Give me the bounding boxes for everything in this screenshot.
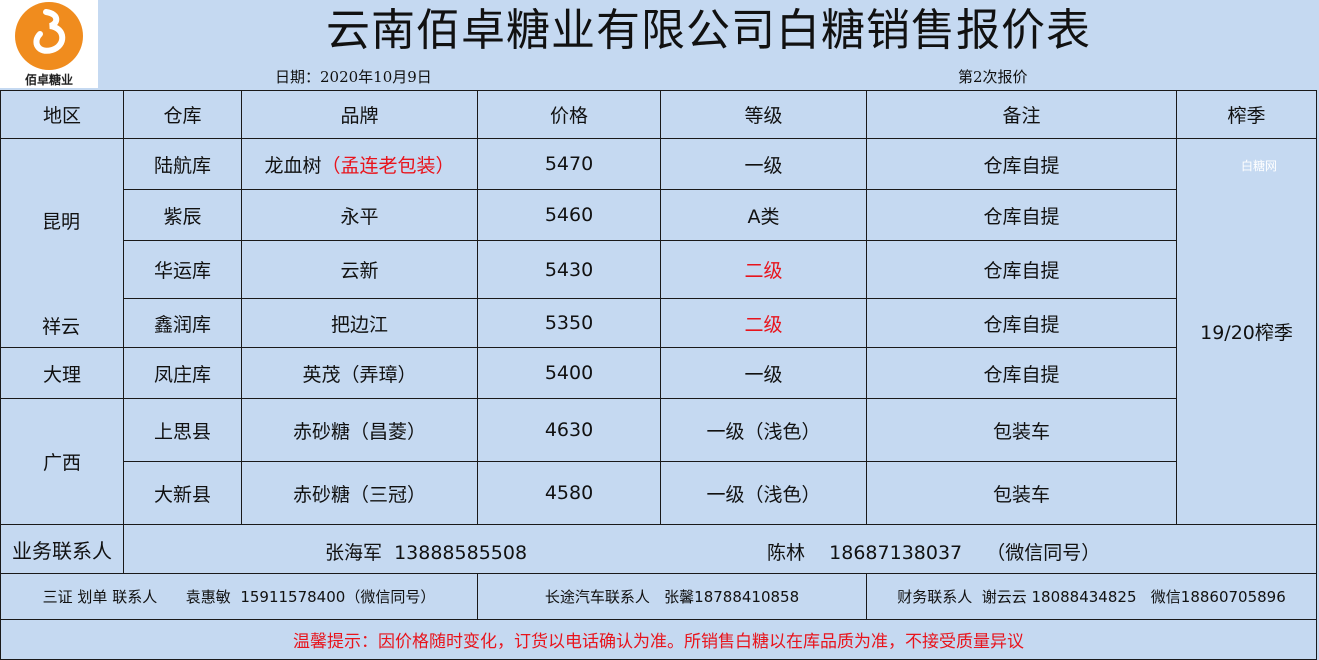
warehouse-cell: 凤庄库 bbox=[123, 347, 242, 399]
remark-cell: 仓库自提 bbox=[866, 189, 1177, 241]
warehouse-cell: 陆航库 bbox=[123, 138, 242, 190]
price-cell: 5430 bbox=[477, 240, 661, 299]
brand-name: 永平 bbox=[340, 205, 379, 228]
brand-cell: 赤砂糖（昌菱） bbox=[241, 398, 478, 462]
brand-cell: 云新 bbox=[241, 240, 478, 299]
finance-contact: 财务联系人 谢云云 18088434825 微信18860705896 bbox=[866, 573, 1317, 620]
header-price: 价格 bbox=[477, 90, 661, 139]
header-remark: 备注 bbox=[866, 90, 1177, 139]
warehouse-cell: 大新县 bbox=[123, 461, 242, 525]
brand-name: 把边江 bbox=[330, 313, 388, 336]
warehouse-cell: 上思县 bbox=[123, 398, 242, 462]
sales-contact-2: 陈林 18687138037 （微信同号） bbox=[767, 542, 1101, 564]
grade-cell: A类 bbox=[660, 189, 867, 241]
remark-cell: 仓库自提 bbox=[866, 298, 1177, 348]
remark-cell: 仓库自提 bbox=[866, 347, 1177, 399]
warehouse-cell: 华运库 bbox=[123, 240, 242, 299]
header-brand: 品牌 bbox=[241, 90, 478, 139]
brand-cell: 龙血树 （孟连老包装） bbox=[241, 138, 478, 190]
grade-cell: 二级 bbox=[660, 298, 867, 348]
grade-cell: 一级 bbox=[660, 347, 867, 399]
quote-date: 日期：2020年10月9日 bbox=[275, 68, 432, 86]
header-grade: 等级 bbox=[660, 90, 867, 139]
warehouse-cell: 紫辰 bbox=[123, 189, 242, 241]
notice: 温馨提示：因价格随时变化，订货以电话确认为准。所销售白糖以在库品质为准，不接受质… bbox=[0, 619, 1317, 660]
brand-name: 赤砂糖（三冠） bbox=[292, 483, 426, 506]
contacts-label: 业务联系人 bbox=[0, 524, 124, 574]
brand-name: 赤砂糖（昌菱） bbox=[292, 420, 426, 443]
price-cell: 5350 bbox=[477, 298, 661, 348]
company-logo: 佰卓糖业 bbox=[0, 0, 98, 88]
logo-icon: 佰卓糖业 bbox=[15, 2, 83, 87]
header-warehouse: 仓库 bbox=[123, 90, 242, 139]
remark-cell: 仓库自提 bbox=[866, 138, 1177, 190]
remark-cell: 包装车 bbox=[866, 398, 1177, 462]
header-season: 榨季 bbox=[1176, 90, 1317, 139]
docs-contact: 三证 划单 联系人 袁惠敏 15911578400（微信同号） bbox=[0, 573, 478, 620]
region-cell-kunming-xiangyun: 昆明 祥云 bbox=[0, 138, 124, 348]
brand-note: （孟连老包装） bbox=[321, 154, 455, 177]
sales-contacts: 张海军 13888585508 陈林 18687138037 （微信同号） bbox=[123, 524, 1317, 574]
grade-cell: 一级（浅色） bbox=[660, 398, 867, 462]
grade-cell: 一级（浅色） bbox=[660, 461, 867, 525]
grade-cell: 一级 bbox=[660, 138, 867, 190]
price-cell: 4580 bbox=[477, 461, 661, 525]
page-title: 云南佰卓糖业有限公司白糖销售报价表 bbox=[326, 5, 1091, 56]
sales-contact-1: 张海军 13888585508 bbox=[325, 542, 528, 564]
brand-cell: 英茂（弄璋） bbox=[241, 347, 478, 399]
price-cell: 4630 bbox=[477, 398, 661, 462]
header-region: 地区 bbox=[0, 90, 124, 139]
brand-cell: 赤砂糖（三冠） bbox=[241, 461, 478, 525]
remark-cell: 包装车 bbox=[866, 461, 1177, 525]
price-cell: 5460 bbox=[477, 189, 661, 241]
quote-round: 第2次报价 bbox=[958, 68, 1028, 86]
price-cell: 5470 bbox=[477, 138, 661, 190]
region-xiangyun: 祥云 bbox=[42, 316, 81, 338]
transport-contact: 长途汽车联系人 张馨18788410858 bbox=[477, 573, 867, 620]
season-text: 19/20榨季 bbox=[1200, 322, 1293, 344]
warehouse-cell: 鑫润库 bbox=[123, 298, 242, 348]
region-guangxi: 广西 bbox=[0, 398, 124, 525]
price-cell: 5400 bbox=[477, 347, 661, 399]
brand-name: 龙血树 bbox=[264, 154, 322, 177]
brand-name: 云新 bbox=[340, 260, 379, 282]
grade-cell: 二级 bbox=[660, 240, 867, 299]
region-dali: 大理 bbox=[0, 347, 124, 399]
logo-text: 佰卓糖业 bbox=[25, 72, 73, 87]
brand-cell: 把边江 bbox=[241, 298, 478, 348]
season-cell: 19/20榨季 白糖网 bbox=[1176, 138, 1317, 525]
brand-cell: 永平 bbox=[241, 189, 478, 241]
region-kunming: 昆明 bbox=[42, 211, 81, 233]
watermark: 白糖网 bbox=[1241, 159, 1278, 173]
remark-cell: 仓库自提 bbox=[866, 240, 1177, 299]
brand-name: 英茂（弄璋） bbox=[302, 363, 417, 386]
